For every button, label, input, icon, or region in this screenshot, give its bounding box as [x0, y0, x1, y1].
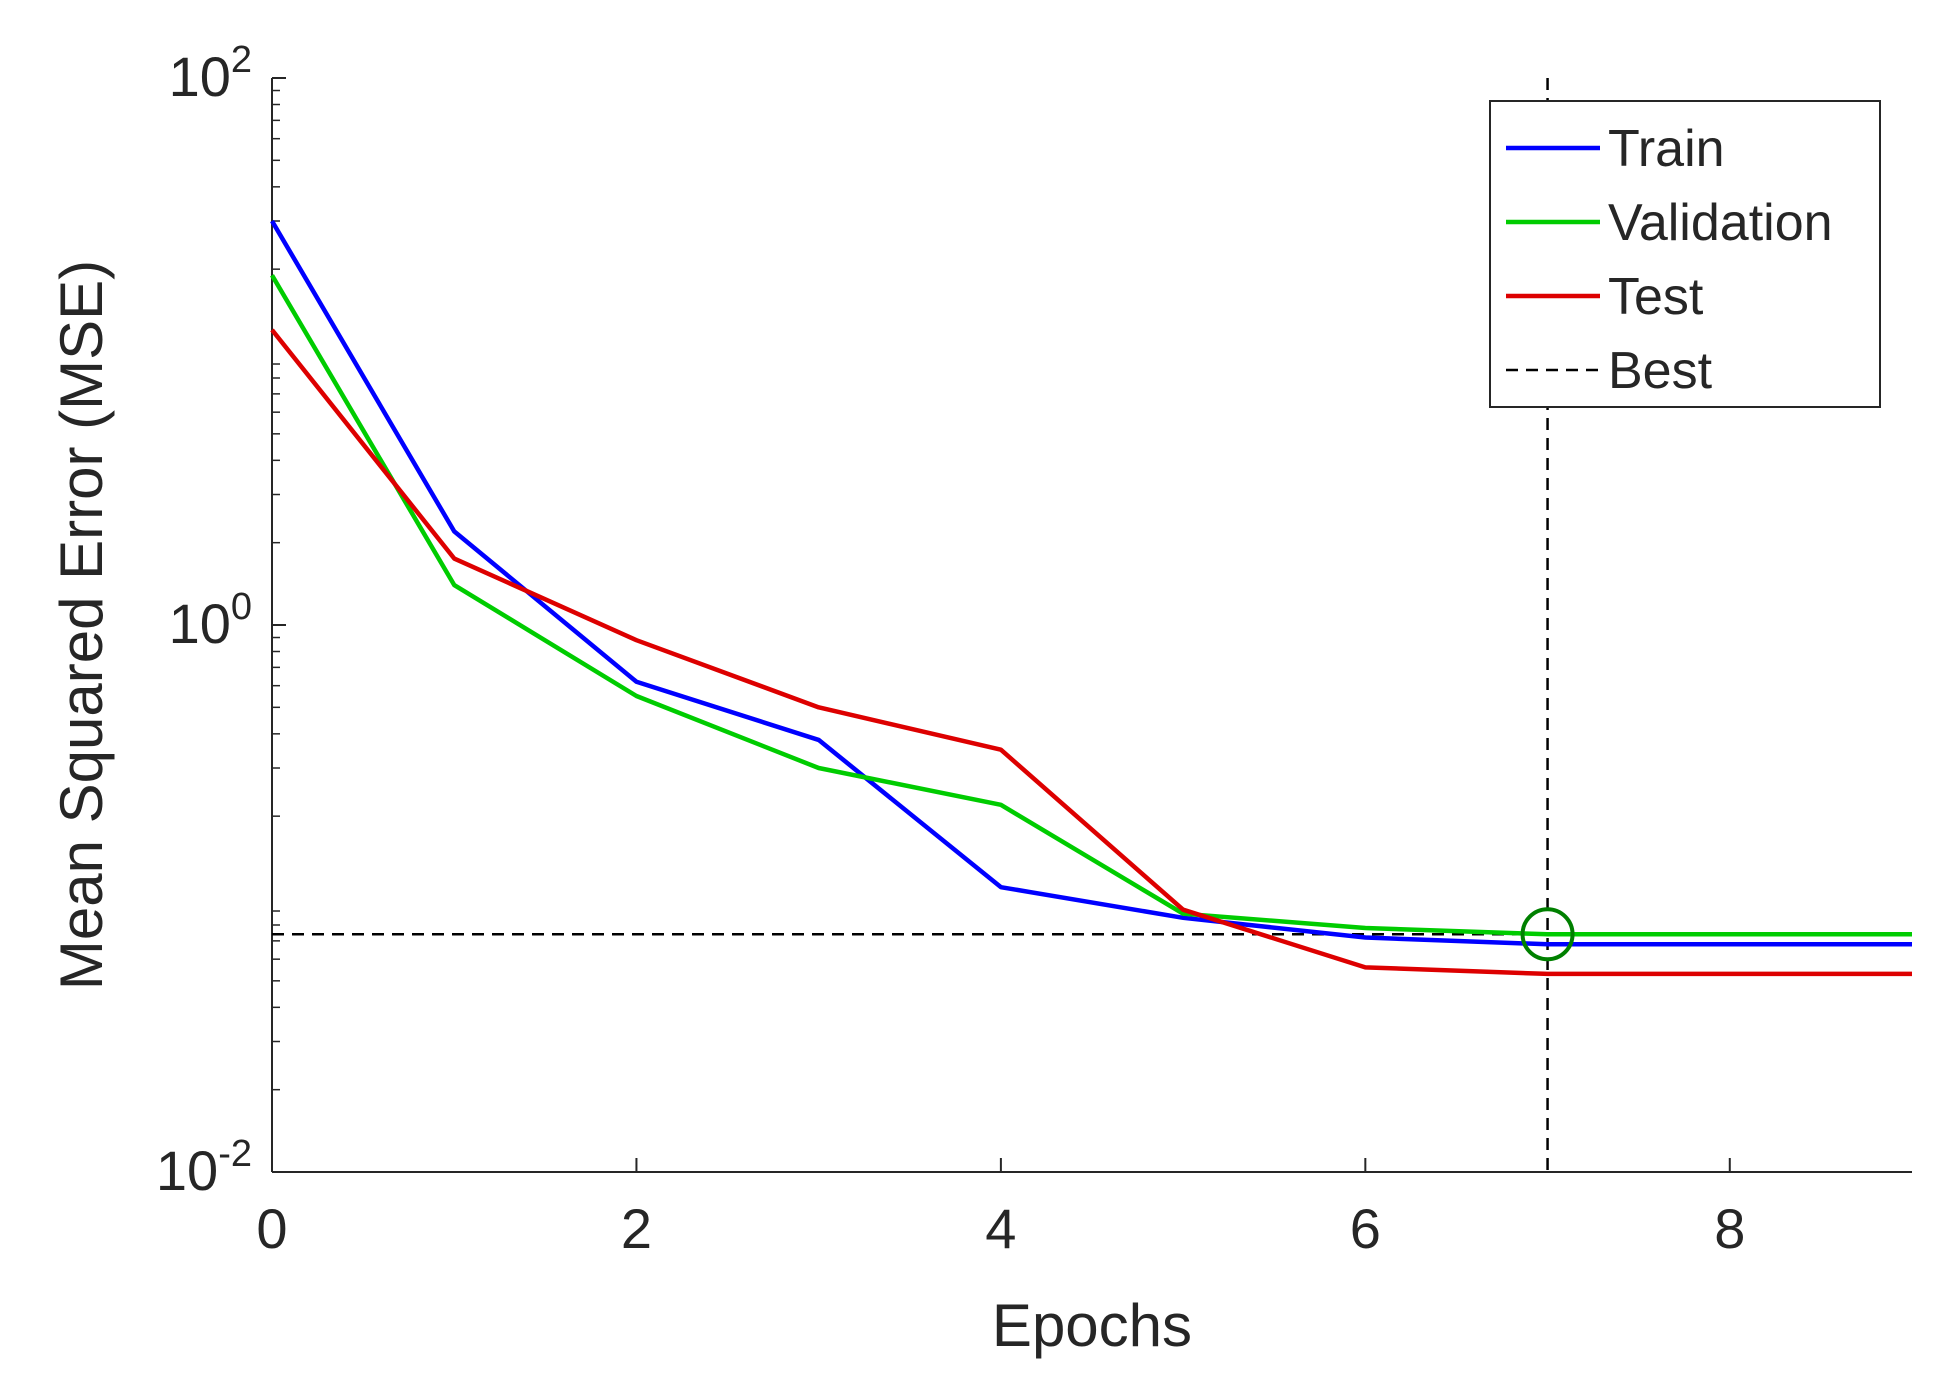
y-tick-label: 10-2: [156, 1133, 252, 1202]
x-tick-label: 2: [621, 1197, 652, 1260]
legend-items: Train Validation Test Best: [1506, 120, 1833, 400]
legend-label-test: Test: [1608, 268, 1704, 326]
ticks: 0 2 4 6 8 10-2 100 102: [156, 39, 1745, 1260]
x-tick-label: 0: [256, 1197, 287, 1260]
x-tick-label: 4: [985, 1197, 1016, 1260]
series-line-validation: [270, 274, 1912, 937]
best-marker-group: [1520, 907, 1575, 962]
series-lines: [270, 219, 1912, 977]
x-tick-label: 8: [1714, 1197, 1745, 1260]
series-line-test: [270, 328, 1912, 977]
x-axis-title: Epochs: [992, 1292, 1192, 1359]
series-line-train: [270, 219, 1912, 947]
legend-box: [1489, 100, 1881, 408]
x-tick-label: 6: [1350, 1197, 1381, 1260]
legend-label-best: Best: [1608, 342, 1713, 400]
y-axis-title: Mean Squared Error (MSE): [48, 260, 115, 990]
legend: Train Validation Test Best: [1489, 100, 1881, 408]
legend-label-train: Train: [1608, 120, 1725, 178]
legend-label-validation: Validation: [1608, 194, 1833, 252]
best-marker: [1520, 907, 1575, 962]
y-tick-label: 100: [169, 586, 252, 655]
y-tick-label: 102: [169, 39, 252, 108]
